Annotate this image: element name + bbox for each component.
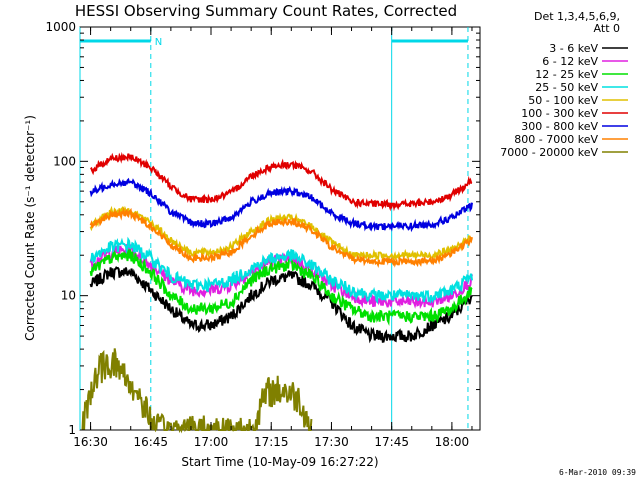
x-tick-label: 18:00 — [435, 435, 470, 449]
series-line-4 — [90, 236, 473, 305]
legend-label: 3 - 6 keV — [549, 42, 598, 55]
series-line-3 — [89, 249, 473, 326]
legend-label: 800 - 7000 keV — [514, 133, 598, 146]
legend-label: 300 - 800 keV — [521, 120, 598, 133]
legend-label: 100 - 300 keV — [521, 107, 598, 120]
legend-label: 50 - 100 keV — [528, 94, 598, 107]
x-tick-label: 16:45 — [133, 435, 168, 449]
x-tick-label: 17:30 — [314, 435, 349, 449]
chart-title: HESSI Observing Summary Count Rates, Cor… — [75, 2, 457, 20]
series-layer — [81, 151, 473, 434]
plot-frame — [79, 26, 481, 431]
night-label: N — [155, 37, 162, 48]
x-tick-label: 17:15 — [254, 435, 289, 449]
series-line-8 — [89, 206, 473, 269]
series-line-6 — [89, 151, 473, 212]
legend-label: 12 - 25 keV — [535, 68, 598, 81]
axes-layer: 1 10 100 1000 16:30 16:45 17:00 17:15 17:30 17:45… — [45, 20, 480, 449]
legend-label: 7000 - 20000 keV — [500, 146, 598, 159]
y-tick-label: 1 — [68, 423, 76, 437]
legend-label: 25 - 50 keV — [535, 81, 598, 94]
legend-header: Det 1,3,4,5,6,9, — [534, 10, 620, 23]
x-axis-label: Start Time (10-May-09 16:27:22) — [181, 455, 378, 469]
y-tick-label: 1000 — [45, 20, 76, 34]
series-line-1 — [89, 266, 473, 344]
x-tick-label: 17:45 — [374, 435, 409, 449]
x-tick-label: 17:00 — [194, 435, 229, 449]
y-tick-label: 100 — [53, 154, 76, 168]
x-tick-label: 16:30 — [73, 435, 108, 449]
y-axis-label: Corrected Count Rate (s⁻¹ detector⁻¹) — [23, 115, 37, 341]
legend-label: 6 - 12 keV — [542, 55, 598, 68]
y-tick-label: 10 — [61, 289, 76, 303]
series-line-7 — [89, 177, 473, 233]
series-line-9 — [81, 348, 313, 434]
timestamp: 6-Mar-2010 09:39 — [559, 468, 636, 477]
legend-header: Att 0 — [594, 22, 620, 35]
